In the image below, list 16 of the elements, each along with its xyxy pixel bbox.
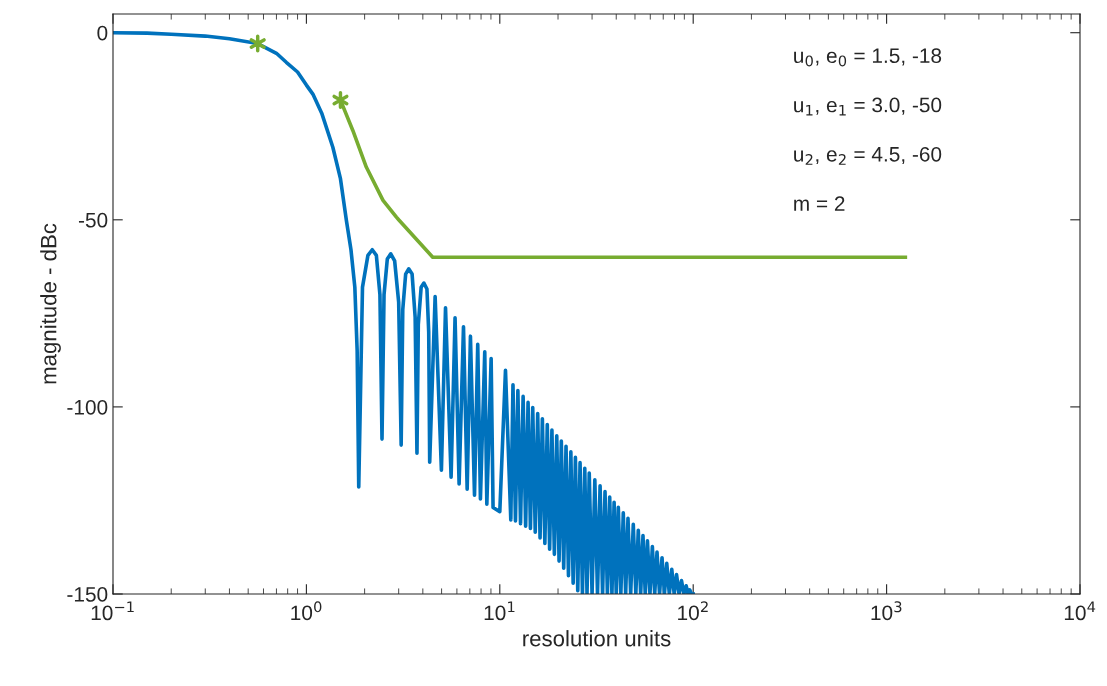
y-tick-label: 0	[97, 25, 108, 41]
x-tick-label: 10$^{1}$	[484, 601, 515, 621]
annotation: u$_{1}$, e$_{1}$ = 3.0, -50	[794, 97, 942, 116]
x-tick-label: 10$^{0}$	[291, 601, 322, 621]
y-tick-label: -100	[67, 399, 108, 415]
x-tick-label: 10$^{−1}$	[91, 601, 134, 621]
x-axis-title: resolution units	[523, 630, 671, 647]
x-tick-label: 10$^{2}$	[678, 601, 708, 621]
annotation: u$_{0}$, e$_{0}$ = 1.5, -18	[794, 48, 942, 67]
y-tick-label: -150	[67, 587, 108, 602]
x-tick-label: 10$^{4}$	[1064, 601, 1096, 621]
x-tick-label: 10$^{3}$	[871, 601, 902, 621]
annotation: u$_{2}$, e$_{2}$ = 4.5, -60	[794, 146, 942, 165]
y-axis-title: magnitude - dBc	[40, 223, 61, 384]
annotation: m = 2	[794, 196, 845, 211]
y-tick-label: -50	[78, 212, 108, 228]
